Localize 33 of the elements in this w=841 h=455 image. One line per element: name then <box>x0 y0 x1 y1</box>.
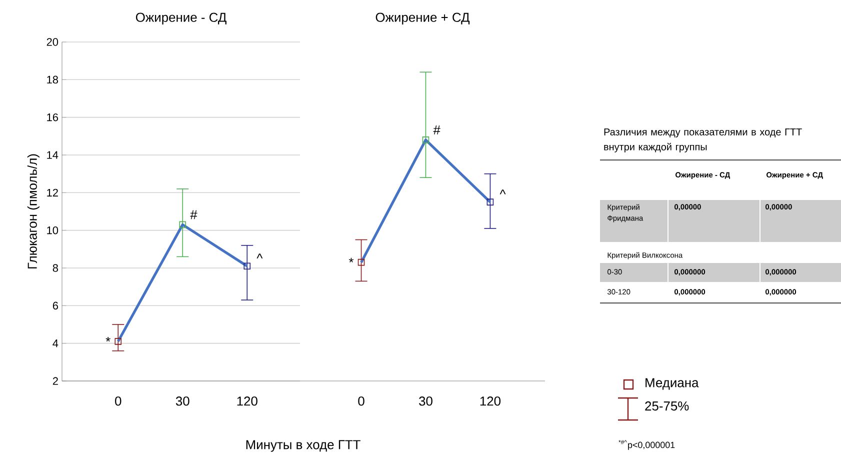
y-tick-label: 2 <box>52 377 58 385</box>
annotation: ^ <box>256 254 263 258</box>
x-tick-label: 0 <box>358 396 364 406</box>
x-axis-title: Минуты в ходе ГТТ <box>246 440 360 452</box>
point <box>114 338 122 345</box>
annotation: # <box>433 126 440 134</box>
y-tick-label: 12 <box>47 188 58 196</box>
point <box>244 262 251 270</box>
y-tick-label: 8 <box>52 264 58 272</box>
y-tick-label: 18 <box>47 76 58 84</box>
x-tick-label: 30 <box>419 396 432 406</box>
y-tick-label: 6 <box>52 302 58 310</box>
x-tick-label: 30 <box>176 396 190 406</box>
y-tick-label: 4 <box>52 340 58 348</box>
x-tick-label: 120 <box>480 396 501 406</box>
text: Медиана <box>646 378 699 390</box>
y-tick-label: 10 <box>47 226 58 234</box>
chart-title: Ожирение - СД <box>136 12 226 24</box>
x-tick-label: 0 <box>115 396 122 406</box>
y-tick-label: 16 <box>47 113 58 122</box>
annotation: # <box>190 210 198 220</box>
y-axis-title: Глюкагон (пмоль/л) <box>27 154 40 268</box>
y-tick-label: 20 <box>46 38 58 46</box>
text: Различия между показателями в ходе ГТТ внутри каждой группы <box>604 128 802 152</box>
text: $^{*#^}$p<0,000001 <box>618 440 675 450</box>
chart-title: Ожирение + СД <box>376 12 470 24</box>
point <box>179 221 186 228</box>
annotation: * <box>106 336 110 342</box>
annotation: ^ <box>500 190 506 194</box>
annotation: * <box>348 258 354 262</box>
y-tick-label: 14 <box>47 151 58 159</box>
x-tick-label: 120 <box>237 396 258 406</box>
text: 25-75% <box>645 401 689 411</box>
